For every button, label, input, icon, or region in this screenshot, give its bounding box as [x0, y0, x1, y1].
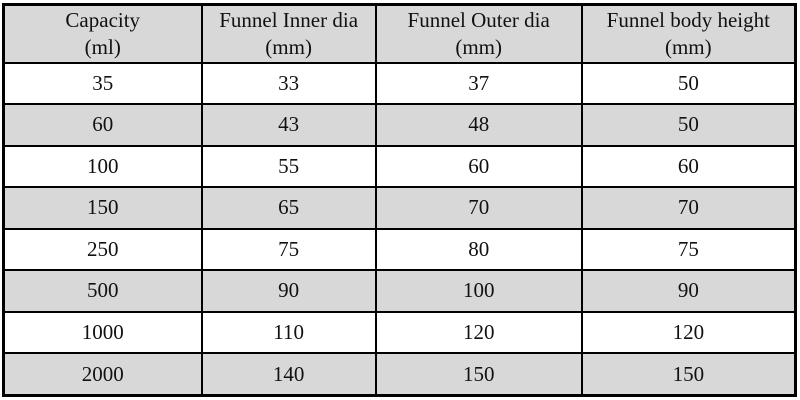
cell-capacity: 35 [2, 61, 203, 106]
cell-inner-dia: 33 [200, 61, 377, 106]
cell-outer-dia: 60 [374, 144, 583, 189]
column-header-capacity: Capacity (ml) [2, 3, 203, 64]
cell-capacity: 1000 [2, 310, 203, 355]
funnel-spec-table: Capacity (ml) Funnel Inner dia (mm) Funn… [2, 3, 797, 397]
cell-capacity: 100 [2, 144, 203, 189]
table-row-100ml: 100 55 60 60 [2, 144, 797, 189]
cell-inner-dia: 75 [200, 227, 377, 272]
cell-body-height: 75 [580, 227, 797, 272]
cell-body-height: 90 [580, 269, 797, 313]
cell-inner-dia: 90 [200, 269, 377, 313]
cell-body-height: 70 [580, 186, 797, 230]
table-row-500ml: 500 90 100 90 [2, 269, 797, 313]
column-title: Funnel Outer dia [407, 7, 550, 32]
table-row-150ml: 150 65 70 70 [2, 186, 797, 230]
column-title: Capacity [65, 7, 141, 32]
cell-outer-dia: 100 [374, 269, 583, 313]
cell-outer-dia: 80 [374, 227, 583, 272]
column-unit: (mm) [664, 34, 712, 59]
cell-capacity: 2000 [2, 352, 203, 397]
header-row: Capacity (ml) Funnel Inner dia (mm) Funn… [2, 3, 797, 64]
cell-outer-dia: 70 [374, 186, 583, 230]
column-header-inner-dia: Funnel Inner dia (mm) [200, 3, 377, 64]
cell-body-height: 120 [580, 310, 797, 355]
cell-inner-dia: 110 [200, 310, 377, 355]
column-title: Funnel Inner dia [219, 7, 359, 32]
table-row-35ml: 35 33 37 50 [2, 61, 797, 106]
cell-capacity: 500 [2, 269, 203, 313]
column-title: Funnel body height [606, 7, 770, 32]
table-row-2000ml: 2000 140 150 150 [2, 352, 797, 397]
cell-body-height: 50 [580, 103, 797, 147]
column-unit: (mm) [265, 34, 312, 59]
funnel-spec-table-container: Capacity (ml) Funnel Inner dia (mm) Funn… [2, 3, 797, 397]
table-row-250ml: 250 75 80 75 [2, 227, 797, 272]
cell-body-height: 50 [580, 61, 797, 106]
cell-outer-dia: 37 [374, 61, 583, 106]
cell-inner-dia: 140 [200, 352, 377, 397]
cell-outer-dia: 48 [374, 103, 583, 147]
cell-inner-dia: 65 [200, 186, 377, 230]
cell-outer-dia: 120 [374, 310, 583, 355]
column-header-body-height: Funnel body height (mm) [580, 3, 797, 64]
cell-inner-dia: 55 [200, 144, 377, 189]
cell-outer-dia: 150 [374, 352, 583, 397]
cell-capacity: 150 [2, 186, 203, 230]
cell-body-height: 150 [580, 352, 797, 397]
column-header-outer-dia: Funnel Outer dia (mm) [374, 3, 583, 64]
column-unit: (ml) [84, 34, 121, 59]
cell-capacity: 250 [2, 227, 203, 272]
cell-body-height: 60 [580, 144, 797, 189]
table-row-1000ml: 1000 110 120 120 [2, 310, 797, 355]
cell-inner-dia: 43 [200, 103, 377, 147]
cell-capacity: 60 [2, 103, 203, 147]
table-row-60ml: 60 43 48 50 [2, 103, 797, 147]
column-unit: (mm) [455, 34, 503, 59]
